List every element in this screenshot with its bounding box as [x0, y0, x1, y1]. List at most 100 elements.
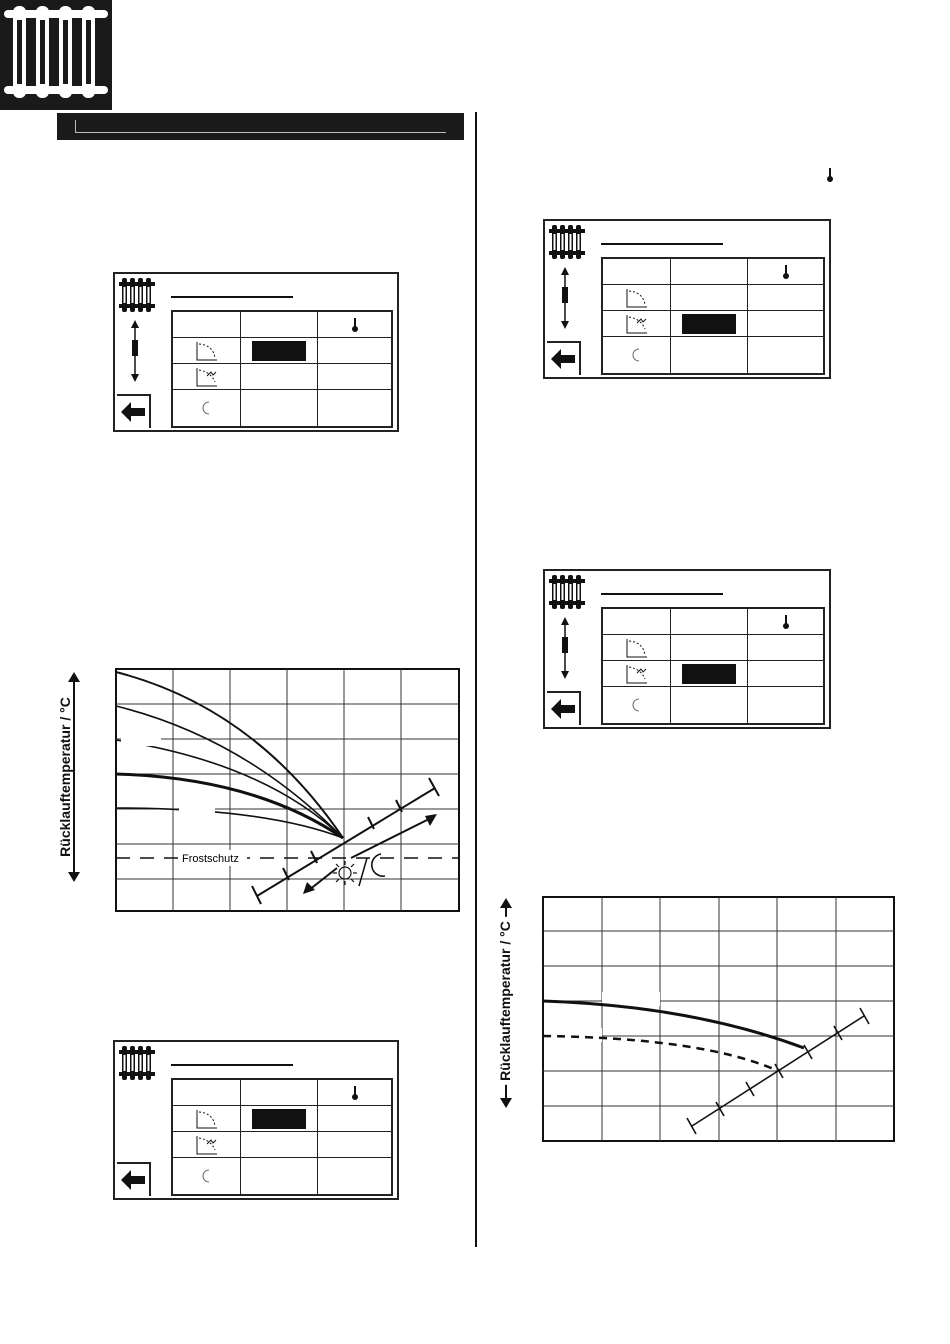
outdoor-temp-axis [691, 1015, 865, 1127]
back-button[interactable] [117, 394, 151, 428]
value-cell[interactable] [318, 390, 391, 426]
value-cell[interactable] [318, 364, 391, 390]
section-header-bar [57, 113, 464, 140]
selected-value-highlight[interactable] [252, 340, 306, 361]
thermometer-icon [318, 312, 391, 338]
table-header-cell [241, 1080, 318, 1106]
value-cell[interactable] [241, 1106, 318, 1132]
back-arrow-icon [121, 1170, 145, 1190]
sun-icon [333, 861, 357, 885]
selected-value-highlight[interactable] [682, 313, 736, 334]
value-cell[interactable] [671, 661, 748, 687]
moon-icon [173, 1158, 241, 1194]
chart-curve-reduced [542, 1034, 777, 1072]
eco-curve-icon [603, 311, 671, 337]
radiator-logo-tile [0, 0, 112, 110]
thermometer-icon [318, 1080, 391, 1106]
heating-curve-icon [603, 285, 671, 311]
scroll-arrows-icon[interactable] [559, 617, 571, 679]
radiator-icon [4, 6, 108, 98]
y-axis-label: Rücklauftemperatur / °C [56, 693, 73, 861]
back-arrow-icon [551, 699, 575, 719]
table-header-cell [671, 259, 748, 285]
back-button[interactable] [547, 691, 581, 725]
screen-title-line [601, 243, 723, 245]
value-cell[interactable] [241, 1158, 318, 1194]
curve-label-gap [179, 804, 215, 814]
display-screen-3 [543, 569, 831, 729]
value-cell[interactable] [241, 364, 318, 390]
y-axis-arrow-1 [56, 672, 86, 882]
moon-icon [603, 337, 671, 373]
value-cell[interactable] [318, 1158, 391, 1194]
value-cell[interactable] [318, 1132, 391, 1158]
heating-curve-chart: Frostschutz [115, 668, 460, 912]
settings-table [601, 607, 825, 725]
back-button[interactable] [117, 1162, 151, 1196]
y-axis-label: Rücklauftemperatur / °C [496, 917, 513, 1085]
moon-icon [603, 687, 671, 723]
value-cell[interactable] [748, 635, 823, 661]
value-cell[interactable] [748, 687, 823, 723]
table-header-cell [671, 609, 748, 635]
value-cell[interactable] [748, 285, 823, 311]
curve-label-gap [121, 736, 161, 746]
value-cell[interactable] [748, 337, 823, 373]
outdoor-temp-axis [256, 787, 436, 897]
value-cell[interactable] [671, 285, 748, 311]
value-cell[interactable] [318, 1106, 391, 1132]
radiator-icon [549, 225, 585, 259]
back-button[interactable] [547, 341, 581, 375]
table-header-cell [603, 259, 671, 285]
eco-curve-icon [173, 1132, 241, 1158]
eco-curve-chart [542, 896, 895, 1142]
chart-curves [115, 671, 344, 840]
heating-curve-icon [173, 338, 241, 364]
selected-value-highlight[interactable] [682, 663, 736, 684]
settings-table [171, 1078, 393, 1196]
chart-curve-normal [542, 999, 805, 1050]
display-screen-1 [113, 272, 399, 432]
selected-value-highlight[interactable] [252, 1108, 306, 1129]
radiator-icon [119, 278, 155, 312]
back-arrow-icon [121, 402, 145, 422]
shift-down-arrow [308, 867, 338, 891]
scroll-arrows-icon[interactable] [559, 267, 571, 329]
value-cell[interactable] [671, 311, 748, 337]
value-cell[interactable] [748, 661, 823, 687]
moon-icon [173, 390, 241, 426]
display-screen-2 [543, 219, 831, 379]
value-cell[interactable] [671, 337, 748, 373]
table-header-cell [603, 609, 671, 635]
eco-curve-icon [173, 364, 241, 390]
radiator-icon [119, 1046, 155, 1080]
value-cell[interactable] [748, 311, 823, 337]
radiator-icon [549, 575, 585, 609]
value-cell[interactable] [241, 1132, 318, 1158]
settings-table [601, 257, 825, 375]
screen-title-line [171, 1064, 293, 1066]
thermometer-icon [748, 609, 823, 635]
shift-up-arrow [350, 817, 432, 859]
heating-curve-icon [173, 1106, 241, 1132]
display-screen-4 [113, 1040, 399, 1200]
value-cell[interactable] [318, 338, 391, 364]
table-header-cell [241, 312, 318, 338]
column-divider [475, 112, 477, 1247]
moon-icon [371, 853, 386, 877]
heating-curve-icon [603, 635, 671, 661]
value-cell[interactable] [671, 635, 748, 661]
frost-protection-label: Frostschutz [182, 853, 239, 865]
value-cell[interactable] [671, 687, 748, 723]
eco-curve-icon [603, 661, 671, 687]
value-cell[interactable] [241, 390, 318, 426]
back-arrow-icon [551, 349, 575, 369]
screen-title-line [601, 593, 723, 595]
scroll-arrows-icon[interactable] [129, 320, 141, 382]
settings-table [171, 310, 393, 428]
table-header-cell [173, 1080, 241, 1106]
thermometer-icon [748, 259, 823, 285]
value-cell[interactable] [241, 338, 318, 364]
thermometer-icon [826, 168, 834, 187]
screen-title-line [171, 296, 293, 298]
